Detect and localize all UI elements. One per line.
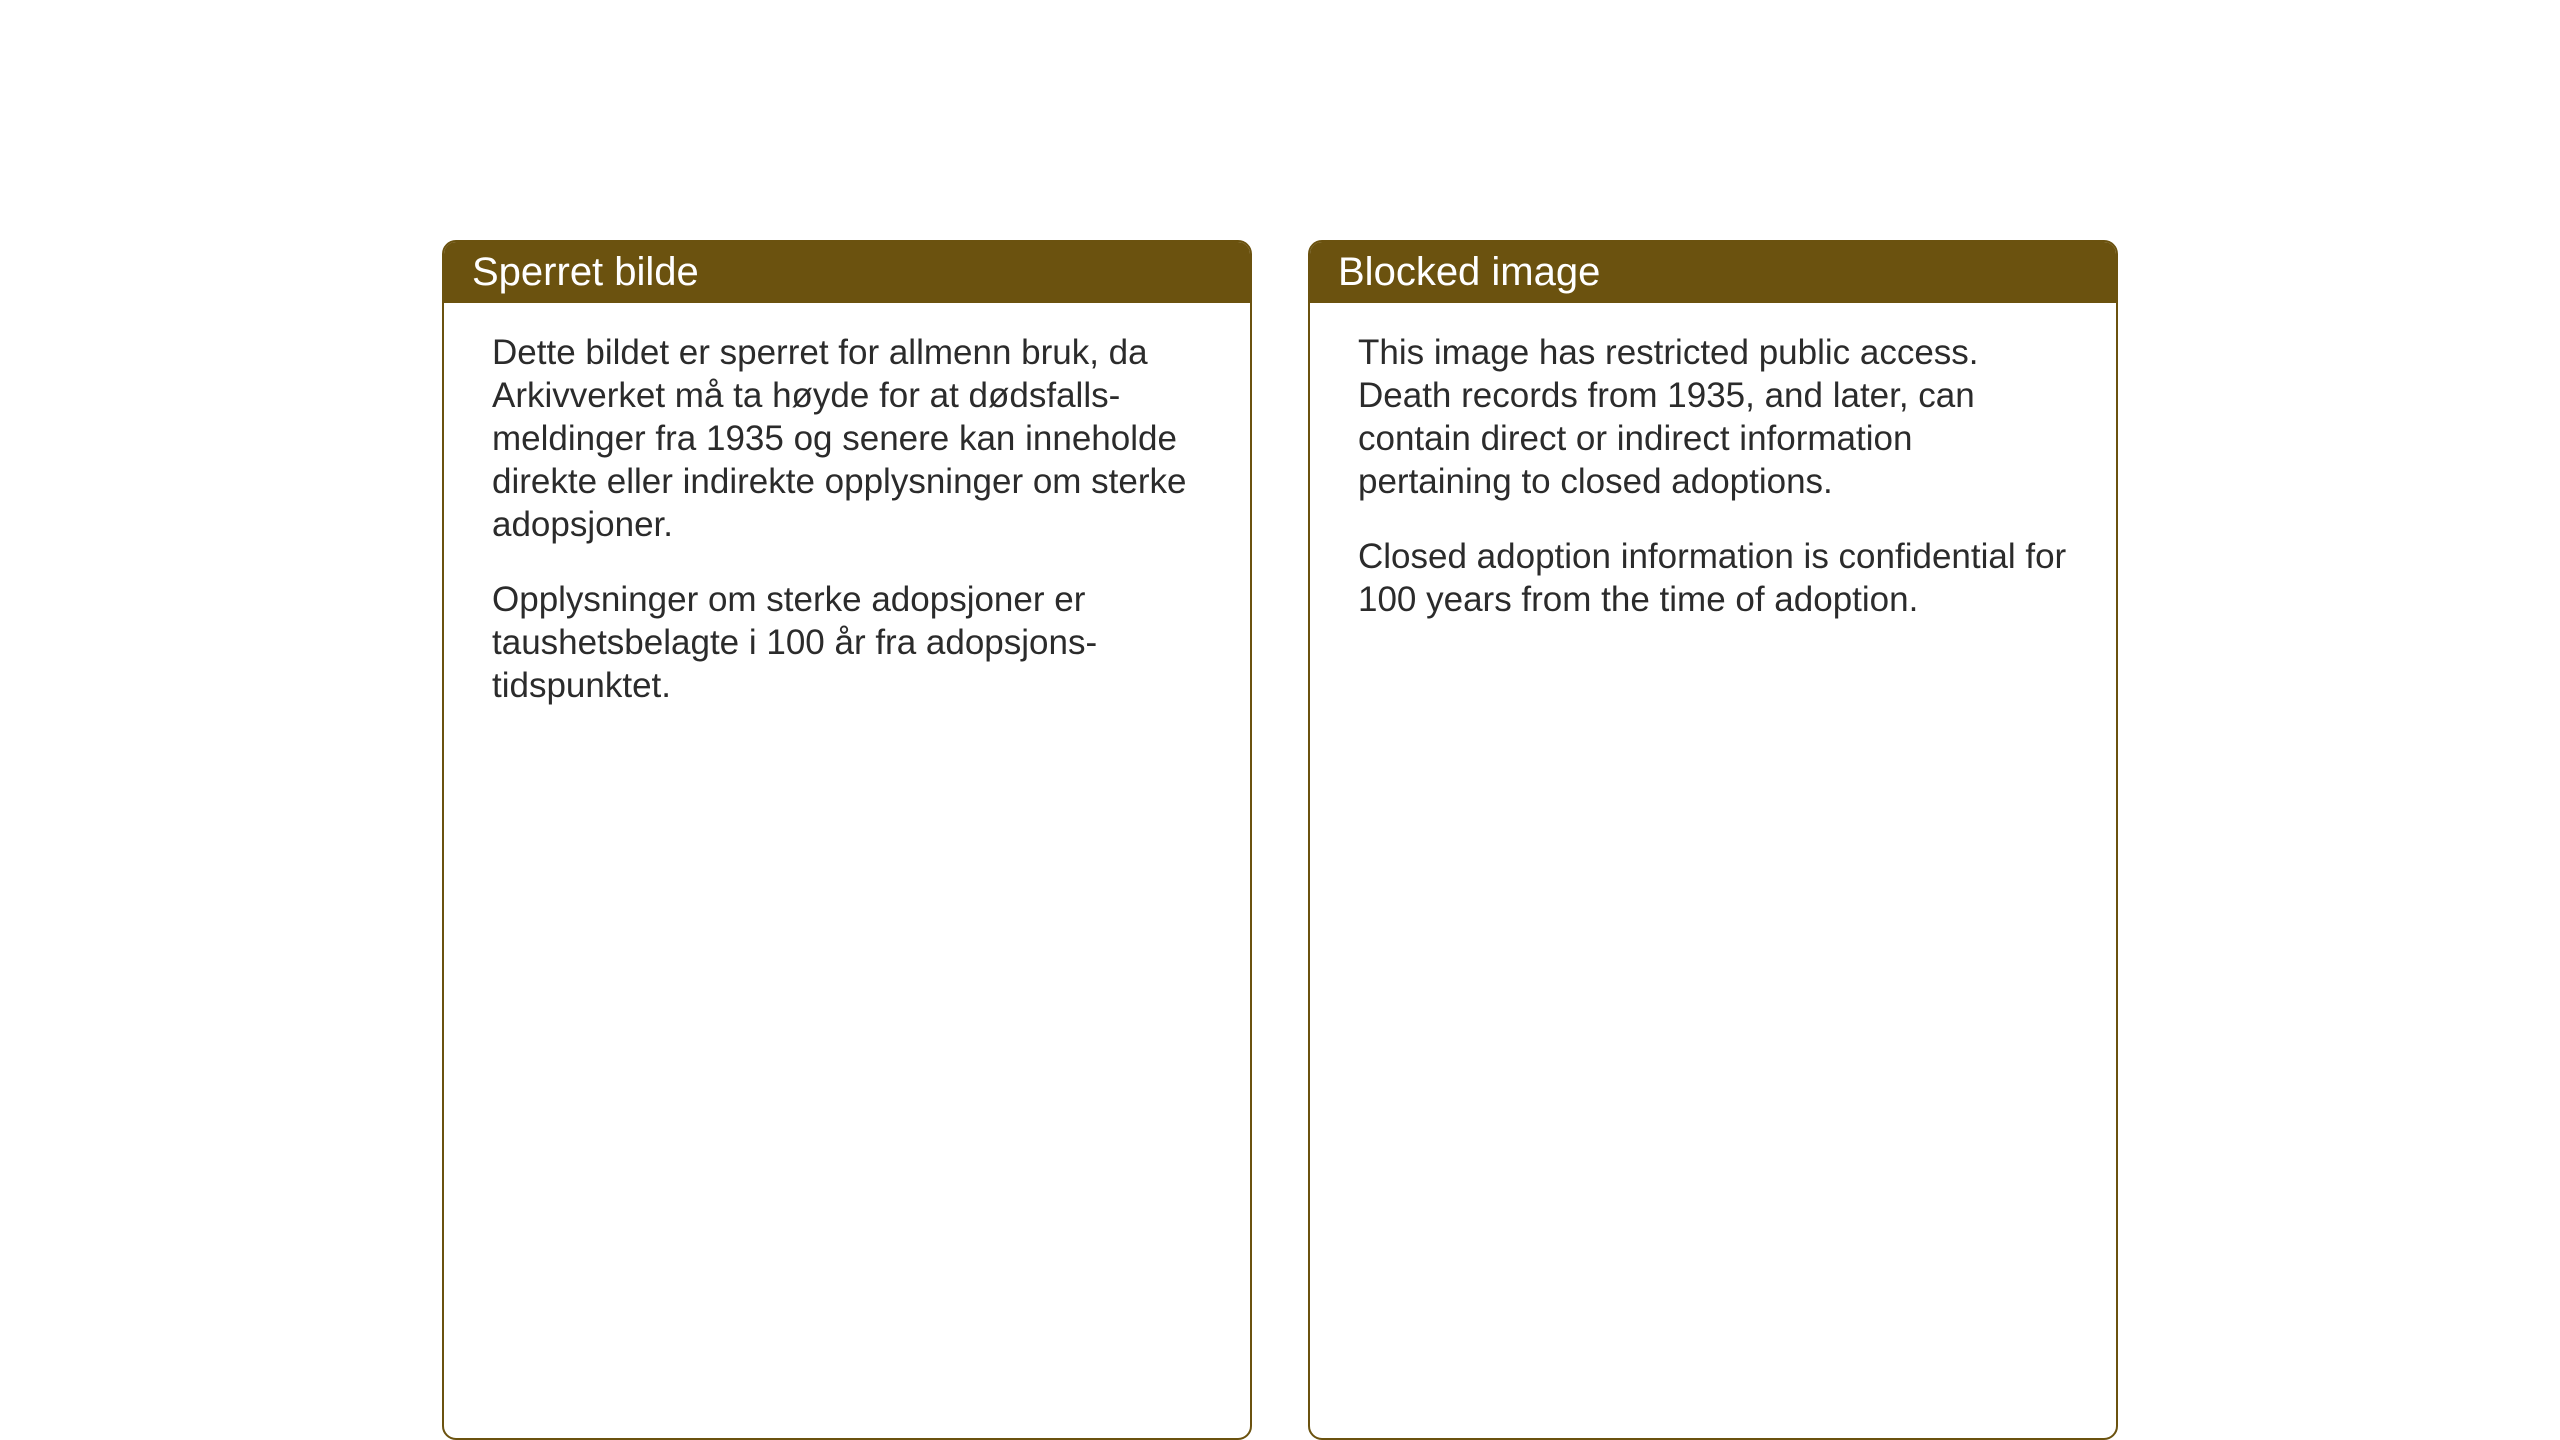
english-paragraph-2: Closed adoption information is confident… [1358,535,2068,621]
english-card-title: Blocked image [1310,242,2116,303]
english-card-body: This image has restricted public access.… [1310,303,2116,661]
english-card: Blocked image This image has restricted … [1308,240,2118,1440]
norwegian-paragraph-1: Dette bildet er sperret for allmenn bruk… [492,331,1202,546]
english-paragraph-1: This image has restricted public access.… [1358,331,2068,503]
norwegian-card-body: Dette bildet er sperret for allmenn bruk… [444,303,1250,747]
norwegian-card: Sperret bilde Dette bildet er sperret fo… [442,240,1252,1440]
norwegian-paragraph-2: Opplysninger om sterke adopsjoner er tau… [492,578,1202,707]
cards-container: Sperret bilde Dette bildet er sperret fo… [442,240,2118,1440]
norwegian-card-title: Sperret bilde [444,242,1250,303]
